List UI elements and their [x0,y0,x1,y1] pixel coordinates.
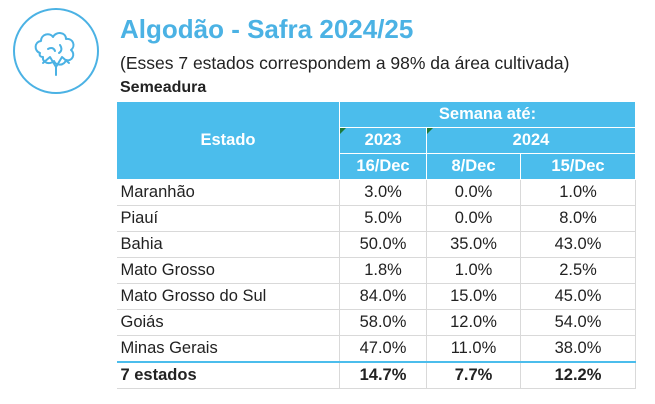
date-header: 15/Dec [519,153,637,180]
value-cell: 3.0% [339,179,427,206]
total-value: 14.7% [339,361,427,389]
table-row: Piauí 5.0% 0.0% 8.0% [116,205,637,232]
table-row: Minas Gerais 47.0% 11.0% 38.0% [116,335,637,363]
total-row: 7 estados 14.7% 7.7% 12.2% [116,361,637,389]
table-row: Goiás 58.0% 12.0% 54.0% [116,309,637,336]
value-cell: 35.0% [426,231,521,258]
page-title: Algodão - Safra 2024/25 [120,14,414,44]
value-cell: 12.0% [426,309,521,336]
estado-cell: Mato Grosso [116,257,340,284]
estado-cell: Goiás [116,309,340,336]
table-row: Maranhão 3.0% 0.0% 1.0% [116,179,637,206]
table-row: Mato Grosso 1.8% 1.0% 2.5% [116,257,637,284]
value-cell: 2.5% [519,257,637,284]
table-row: Mato Grosso do Sul 84.0% 15.0% 45.0% [116,283,637,310]
value-cell: 45.0% [519,283,637,310]
planting-table: Estado Semana até: 2023 2024 16/Dec 8/De… [116,101,637,389]
value-cell: 0.0% [426,179,521,206]
estado-cell: Mato Grosso do Sul [116,283,340,310]
table-row: Bahia 50.0% 35.0% 43.0% [116,231,637,258]
value-cell: 43.0% [519,231,637,258]
value-cell: 50.0% [339,231,427,258]
estado-cell: Bahia [116,231,340,258]
total-label: 7 estados [116,361,340,389]
value-cell: 1.0% [519,179,637,206]
value-cell: 8.0% [519,205,637,232]
total-value: 12.2% [519,361,637,389]
value-cell: 5.0% [339,205,427,232]
estado-cell: Piauí [116,205,340,232]
total-value: 7.7% [426,361,521,389]
semana-header: Semana até: [338,101,637,128]
value-cell: 15.0% [426,283,521,310]
page-subtitle: (Esses 7 estados correspondem a 98% da á… [120,53,570,73]
comment-marker [340,128,346,134]
comment-marker [427,128,433,134]
value-cell: 1.0% [426,257,521,284]
cotton-logo [10,5,102,97]
value-cell: 47.0% [339,335,427,363]
section-label: Semeadura [120,79,207,96]
value-cell: 0.0% [426,205,521,232]
cotton-boll-icon [13,8,99,94]
estado-cell: Maranhão [116,179,340,206]
date-header: 8/Dec [426,153,521,180]
value-cell: 38.0% [519,335,637,363]
estado-cell: Minas Gerais [116,335,340,363]
value-cell: 1.8% [339,257,427,284]
value-cell: 84.0% [339,283,427,310]
value-cell: 54.0% [519,309,637,336]
value-cell: 58.0% [339,309,427,336]
value-cell: 11.0% [426,335,521,363]
year-2024-header: 2024 [425,127,637,154]
date-header: 16/Dec [339,153,427,180]
year-2023-header: 2023 [339,127,427,154]
estado-header: Estado [116,101,340,180]
